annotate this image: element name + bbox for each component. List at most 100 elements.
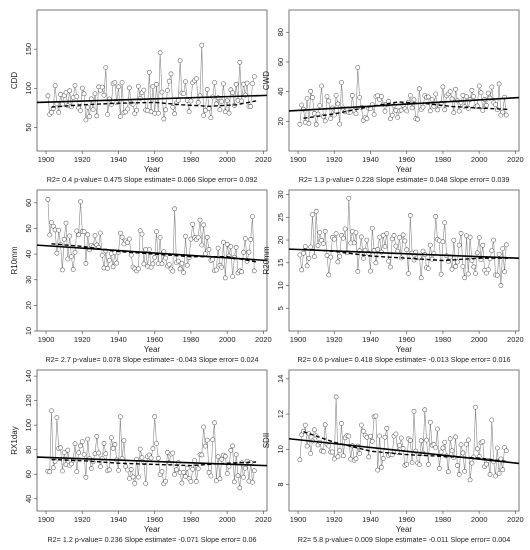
data-point	[163, 107, 168, 113]
data-point	[228, 244, 234, 249]
data-point	[208, 115, 214, 121]
data-point	[63, 220, 69, 226]
data-point	[404, 247, 410, 253]
data-point	[453, 434, 458, 440]
x-tick-label: 1900	[290, 515, 307, 524]
y-axis-label: RX1day	[10, 426, 19, 454]
data-point	[119, 234, 125, 240]
data-point	[473, 271, 478, 276]
data-point	[58, 445, 63, 451]
data-point	[317, 230, 323, 235]
data-point	[123, 464, 129, 469]
data-point	[230, 274, 235, 279]
data-point	[248, 237, 254, 242]
data-point	[56, 227, 62, 233]
trend-line	[36, 94, 268, 104]
data-point	[404, 108, 410, 114]
plot-frame	[288, 9, 520, 152]
data-point	[310, 212, 315, 217]
smoothed-curve	[303, 431, 509, 463]
data-point	[54, 415, 60, 420]
r2-value: 0.6	[311, 355, 323, 364]
slope-error-label: Slope error=	[199, 535, 241, 544]
data-point	[478, 90, 484, 96]
data-point	[251, 268, 257, 274]
y-axis-label: R10mm	[10, 246, 19, 274]
data-point	[489, 248, 495, 254]
data-point	[107, 257, 112, 263]
data-point	[373, 260, 379, 266]
r2-label: R2=	[298, 535, 311, 544]
data-point	[493, 473, 498, 479]
data-point	[179, 261, 185, 266]
data-point	[420, 104, 426, 110]
data-point	[206, 247, 212, 252]
data-point	[237, 485, 243, 491]
slope-error-label: Slope error=	[196, 175, 238, 184]
x-tick-label: 2020	[507, 335, 524, 344]
data-point	[474, 250, 480, 256]
data-point	[487, 472, 493, 477]
data-point	[407, 93, 413, 98]
data-point	[395, 115, 401, 120]
data-point	[159, 89, 165, 95]
data-point	[427, 419, 433, 425]
slope-estimate-label: Slope estimate=	[374, 175, 428, 184]
data-point	[184, 465, 190, 471]
data-point	[409, 460, 415, 465]
data-point	[382, 434, 388, 440]
data-point	[404, 461, 410, 467]
data-point	[485, 267, 491, 273]
data-point	[321, 241, 326, 247]
data-point	[409, 105, 415, 111]
data-point	[177, 266, 183, 272]
data-point	[233, 452, 239, 457]
x-tick-label: 1940	[110, 335, 127, 344]
smoothed-curve	[51, 458, 257, 467]
y-tick-label: 30	[276, 190, 285, 198]
data-point	[85, 436, 91, 442]
data-point	[494, 445, 500, 451]
y-tick-label: 10	[24, 327, 33, 335]
data-point	[326, 272, 332, 278]
data-point	[371, 112, 377, 117]
data-point	[128, 252, 134, 258]
data-point	[306, 121, 312, 126]
data-point	[184, 262, 190, 268]
data-point	[54, 250, 60, 256]
data-point	[237, 59, 243, 65]
data-point	[79, 85, 85, 91]
data-point	[165, 88, 170, 93]
data-point	[346, 433, 352, 439]
y-tick-label: 100	[24, 82, 33, 95]
data-point	[304, 96, 310, 101]
data-point	[433, 214, 439, 219]
chart-panel-cdd: 1900 1920 1940 1960 1980 2000 2020 50 100 150 Year…	[10, 9, 272, 184]
slope-estimate-value: -0.043	[174, 355, 196, 364]
data-point	[469, 87, 475, 93]
data-point	[455, 463, 460, 468]
data-point	[150, 261, 156, 267]
y-tick-label: 100	[24, 419, 33, 432]
data-point	[386, 258, 391, 264]
x-tick-label: 1980	[435, 515, 452, 524]
p-value-label: p-value=	[323, 355, 353, 364]
data-point	[337, 253, 343, 259]
y-tick-label: 8	[276, 482, 285, 486]
data-point	[128, 467, 134, 472]
x-tick-label: 1960	[146, 515, 163, 524]
y-tick-label: 60	[276, 58, 285, 66]
data-point	[83, 474, 89, 480]
data-point	[377, 234, 382, 240]
data-point	[110, 445, 116, 451]
data-point	[302, 244, 308, 249]
data-point	[170, 104, 176, 110]
data-point	[105, 112, 110, 117]
r2-label: R2=	[47, 175, 60, 184]
data-point	[496, 81, 502, 87]
data-point	[380, 456, 386, 461]
data-point	[393, 431, 399, 437]
y-tick-label: 30	[24, 276, 33, 284]
p-value: 0.475	[102, 175, 122, 184]
data-point	[217, 476, 223, 482]
